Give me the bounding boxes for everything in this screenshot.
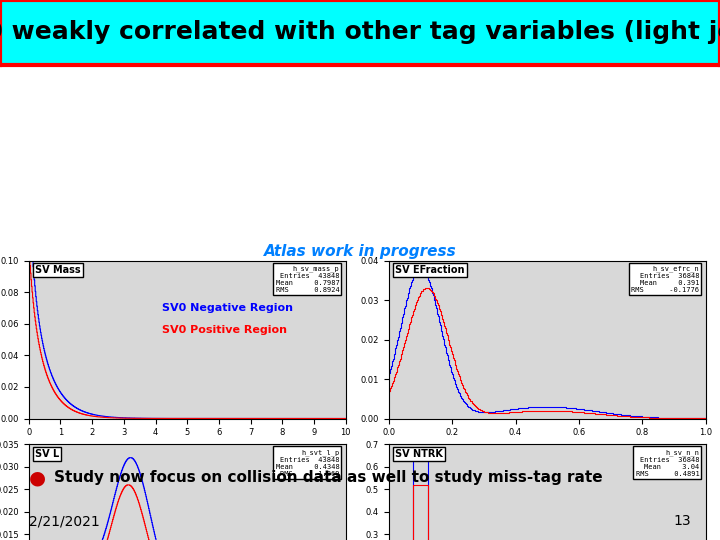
Text: h_svt_l_p
Entries  43848
Mean     0.4348
RMS      1.869: h_svt_l_p Entries 43848 Mean 0.4348 RMS … bbox=[276, 449, 339, 477]
Text: SV0 Positive Region: SV0 Positive Region bbox=[162, 325, 287, 335]
Text: h_sv_n_n
Entries  36848
Mean     3.04
RMS      0.4891: h_sv_n_n Entries 36848 Mean 3.04 RMS 0.4… bbox=[636, 449, 699, 477]
Text: Atlas work in progress: Atlas work in progress bbox=[264, 244, 456, 259]
Text: ●: ● bbox=[29, 468, 46, 488]
Text: SV NTRK: SV NTRK bbox=[395, 449, 443, 459]
Text: SV Mass: SV Mass bbox=[35, 265, 81, 275]
Text: Study now focus on collision data as well to study miss-tag rate: Study now focus on collision data as wel… bbox=[54, 470, 603, 485]
Text: h_sv_mass_p
Entries  43848
Mean     0.7987
RMS      0.8924: h_sv_mass_p Entries 43848 Mean 0.7987 RM… bbox=[276, 265, 339, 293]
Text: SV0 Negative Region: SV0 Negative Region bbox=[162, 303, 293, 313]
Text: h_sv_efrc_n
Entries  36848
Mean     0.391
RMS      -0.1776: h_sv_efrc_n Entries 36848 Mean 0.391 RMS… bbox=[631, 265, 699, 293]
Text: 2/21/2021: 2/21/2021 bbox=[29, 514, 99, 528]
Text: SV EFraction: SV EFraction bbox=[395, 265, 464, 275]
Text: SV0 weakly correlated with other tag variables (light jets): SV0 weakly correlated with other tag var… bbox=[0, 21, 720, 44]
Text: 13: 13 bbox=[674, 514, 691, 528]
Text: SV L: SV L bbox=[35, 449, 59, 459]
